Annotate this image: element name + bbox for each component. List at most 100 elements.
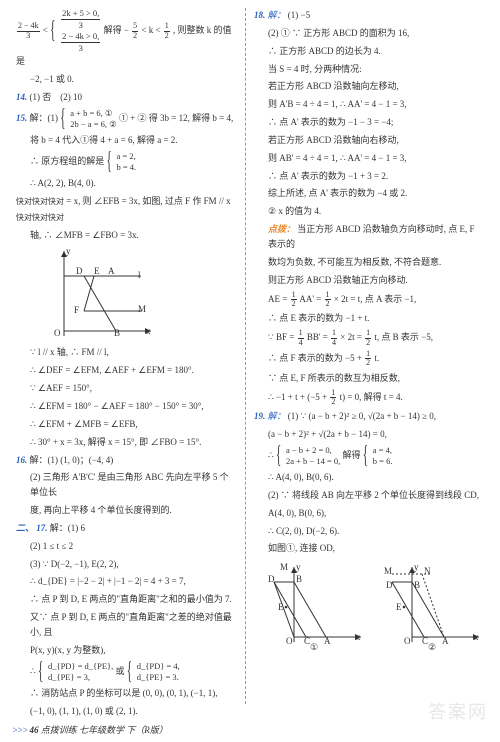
text-line: ∴ ∠EFM = 180° − ∠AEF = 180° − 150° = 30°… (16, 399, 237, 414)
text-line: (2) ① ∵ 正方形 ABCD 的面积为 16, (254, 26, 484, 41)
eq: a = 2, (117, 151, 137, 162)
diagram-2: M N D B E O C A x y ② (384, 562, 484, 650)
text: ∴ 原方程组的解是 (30, 156, 104, 166)
b: 3 (61, 43, 100, 54)
hint-line: 点拨： 当正方形 ABCD 沿数轴负方向移动时, 点 E, F 表示的 (254, 222, 484, 252)
text-line: ∵ ∠AEF = 150°, (16, 381, 237, 396)
text: 解得 − (104, 25, 129, 35)
b: 2 (164, 32, 170, 40)
text-line: ∴ 正方形 ABCD 的边长为 4. (254, 44, 484, 59)
text: 或 (116, 666, 125, 676)
diagram-1: D B E O C A x y M ① (266, 562, 366, 650)
problem-14: 14. (1) 否 (2) 10 (16, 90, 237, 105)
page-footer: >>> 46 点拨训练 七年级数学 下（R版） (12, 723, 168, 736)
label: 解： (268, 411, 286, 421)
text-line: 又∵ 点 P 到 D, E 两点的"直角距离"之差的绝对值最小, 且 (16, 610, 237, 640)
pt: A (442, 634, 449, 649)
point-label: F (74, 303, 79, 318)
text-line: 数均为负数, 不可能互为相反数, 不符合题意. (254, 255, 484, 270)
pt: A (324, 634, 331, 649)
page-columns: 2 − 4k3 < 2k + 5 > 0,3 2 − 4k > 0,3 解得 −… (0, 0, 500, 704)
text: t. (374, 353, 379, 363)
text-line: 将 b = 4 代入①得 4 + a = 6, 解得 a = 2. (16, 133, 237, 148)
text: ∴ 点 F 表示的数为 −5 + (268, 353, 362, 363)
eq: d_{PD} = 4, (137, 661, 180, 672)
lt-sign: < (43, 25, 50, 35)
left-column: 2 − 4k3 < 2k + 5 > 0,3 2 − 4k > 0,3 解得 −… (10, 8, 243, 704)
overlay-line: 快对快对快对 = x, 则 ∠EFB = 3x, 如图, 过点 F 作 FM /… (16, 194, 237, 209)
overlay-line: 快对快对快对 (16, 211, 237, 224)
text: ① + ② 得 3b = 12, 解得 b = 4, (119, 113, 233, 123)
t: 2k + 5 > 0, (61, 8, 100, 20)
text: AA' = (299, 293, 321, 303)
text-line: 则 AB' = 4 ÷ 4 = 1, ∴ AA' = 4 − 1 = 3, (254, 151, 484, 166)
axis: y (414, 560, 419, 575)
pt: D (268, 572, 275, 587)
frac-bot: 3 (17, 32, 40, 40)
problem-number: 19. (254, 411, 265, 421)
text: ∴ (268, 450, 274, 460)
text-line: 则 A'B = 4 ÷ 4 = 1, ∴ AA' = 4 − 1 = 3, (254, 97, 484, 112)
text-line: ② x 的值为 4. (254, 204, 484, 219)
pt: D (386, 578, 393, 593)
brace-line: ∴ d_{PD} = d_{PE}, d_{PE} = 3, 或 d_{PD} … (16, 661, 237, 683)
text: < k < (141, 25, 160, 35)
text: 解：(1) (1, 0)；(−4, 4) (30, 455, 114, 465)
problem-number: 18. (254, 10, 265, 20)
text: ∵ BF = (268, 332, 294, 342)
frac-line: ∴ 点 F 表示的数为 −5 + 12 t. (254, 350, 484, 368)
text-line: −2, −1 或 0. (16, 72, 237, 87)
right-column: 18. 解： (1) −5 (2) ① ∵ 正方形 ABCD 的面积为 16, … (248, 8, 490, 704)
axis: y (296, 560, 301, 575)
text-line: (2) ∵ 将线段 AB 向左平移 2 个单位长度得到线段 CD, (254, 488, 484, 503)
pt: N (424, 564, 431, 579)
t: 2 − 4k > 0, (61, 31, 100, 43)
pt: E (278, 600, 284, 615)
text: × 2t = (340, 332, 362, 342)
eq: a − b + 2 = 0, (286, 445, 340, 456)
eq: a + b = 6, ① (70, 108, 116, 119)
axis: x (356, 630, 361, 645)
frac-line: AE = 12 AA' = 12 × 2t = t, 点 A 表示 −1, (254, 291, 484, 309)
problem-number: 15. (16, 113, 27, 123)
overlay-text: 快对快对快对 (16, 197, 64, 206)
text: t) = 0, 解得 t = 4. (340, 391, 403, 401)
text: (1) ∵ (a − b + 2)² ≥ 0, √(2a + b − 14) ≥… (288, 411, 436, 421)
point-label: D (76, 264, 83, 279)
caption: ① (310, 640, 318, 655)
text: ∴ (30, 666, 36, 676)
text-line: ∵ l // x 轴, ∴ FM // l, (16, 345, 237, 360)
brace: a + b = 6, ① 2b − a = 6, ② (60, 108, 116, 130)
caption: ② (428, 640, 436, 655)
text-line: 当 S = 4 时, 分两种情况: (254, 62, 484, 77)
text-line: (3) ∵ D(−2, −1), E(2, 2), (16, 557, 237, 572)
text-line: ∴ C(2, 0), D(−2, 6). (254, 524, 484, 539)
text: × 2t = t, 点 A 表示 −1, (334, 293, 416, 303)
text: (1) −5 (288, 10, 310, 20)
b: 2 (132, 32, 138, 40)
label: 解： (268, 10, 286, 20)
text-line: ∴ 30° + x = 3x, 解得 x = 15°, 即 ∠FBO = 15°… (16, 435, 237, 450)
pt: M (280, 560, 288, 575)
b: 2 (365, 359, 371, 367)
section-label: 二、 (16, 523, 34, 533)
text-line: ∵ 点 E, F 所表示的数互为相反数, (254, 371, 484, 386)
eq: b = 4. (117, 162, 137, 173)
eq: b = 6. (373, 456, 393, 467)
pt: O (404, 634, 411, 649)
text-line: ∴ 原方程组的解是 a = 2, b = 4. (16, 151, 237, 173)
text: ∴ −1 + t + (−5 + (268, 391, 327, 401)
text-line: A(4, 0), B(0, 6), (254, 506, 484, 521)
text-line: ∴ A(4, 0), B(0, 6). (254, 470, 484, 485)
text: 解：(1) (30, 113, 59, 123)
text-line: ∴ A(2, 2), B(4, 0). (16, 176, 237, 191)
text-line: 若正方形 ABCD 沿数轴向右移动, (254, 133, 484, 148)
text-line: (−1, 0), (1, 1), (1, 0) 或 (2, 1). (16, 704, 237, 719)
point-label: M (138, 302, 146, 317)
text-line: 若正方形 ABCD 沿数轴向左移动, (254, 79, 484, 94)
brace: a = 2, b = 4. (107, 151, 137, 173)
frac-line: ∵ BF = 14 BB' = 14 × 2t = 12 t, 点 B 表示 −… (254, 329, 484, 347)
footer-chevron-icon: >>> (12, 725, 27, 735)
text: 解得 (343, 450, 361, 460)
text-line: 轴, ∴ ∠MFB = ∠FBO = 3x. (16, 228, 237, 243)
